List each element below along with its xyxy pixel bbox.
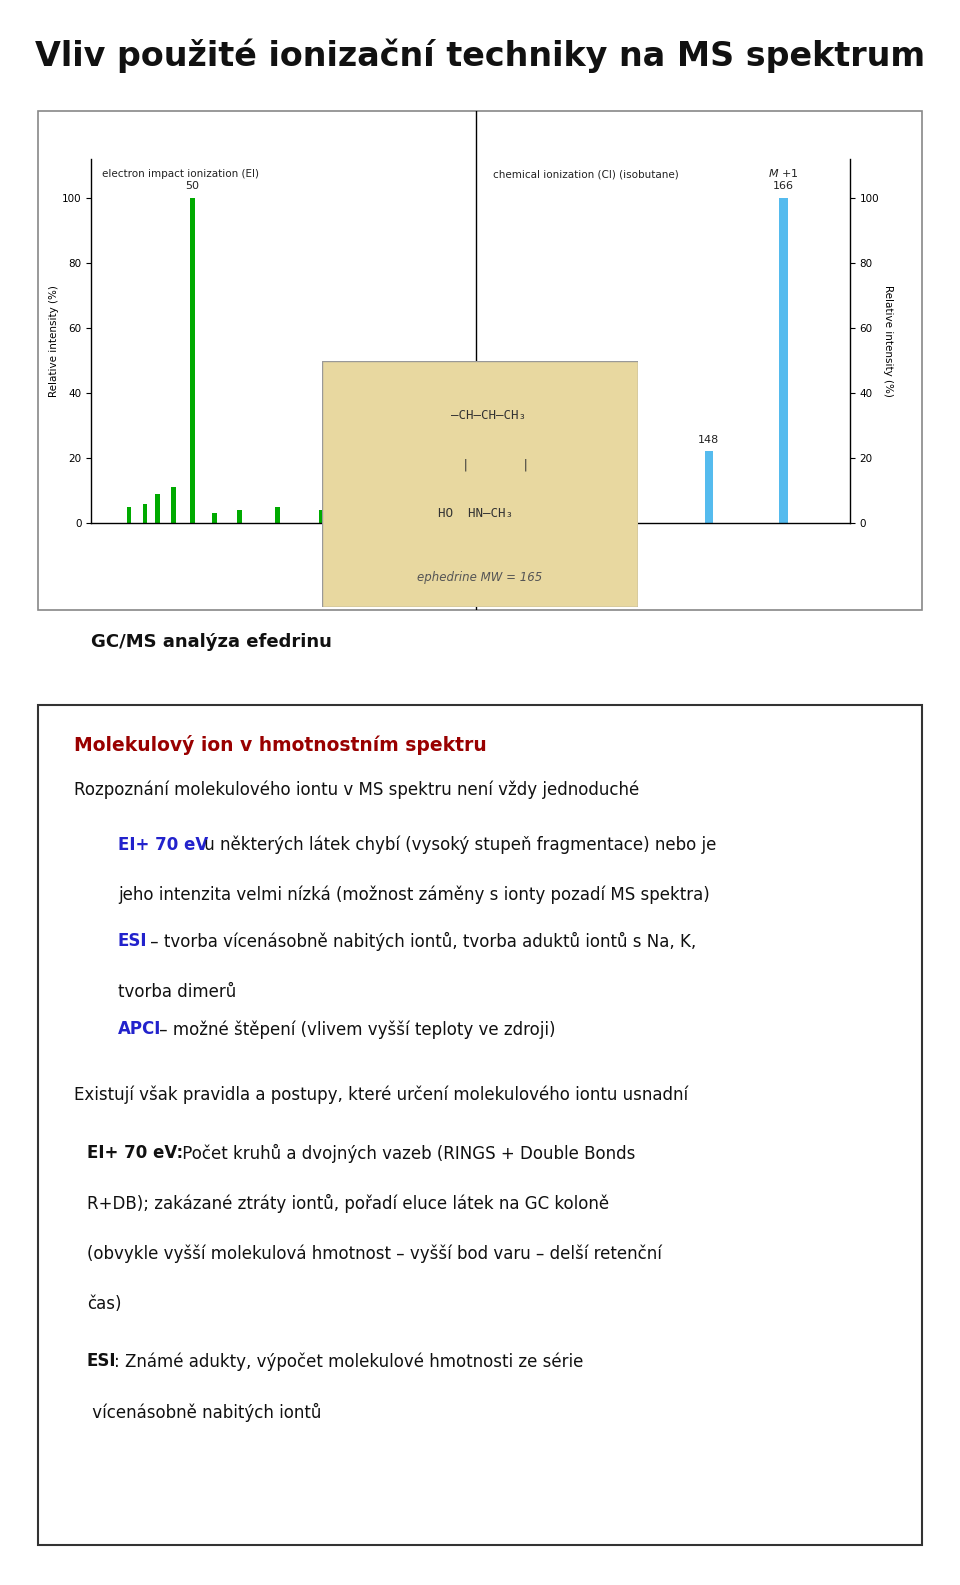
Bar: [320, 510, 324, 523]
Bar: [127, 507, 132, 523]
Text: 106: 106: [359, 480, 379, 490]
Bar: [212, 514, 217, 523]
Text: vícenásobně nabitých iontů: vícenásobně nabitých iontů: [87, 1403, 322, 1422]
Bar: [190, 198, 195, 523]
Bar: [705, 452, 713, 523]
Text: $M$ +1
166: $M$ +1 166: [768, 168, 799, 192]
Bar: [276, 507, 280, 523]
Text: R+DB); zakázané ztráty iontů, pořadí eluce látek na GC koloně: R+DB); zakázané ztráty iontů, pořadí elu…: [87, 1194, 609, 1213]
Text: 148: 148: [698, 434, 720, 445]
Text: |       |: | |: [418, 458, 530, 471]
Bar: [396, 514, 400, 523]
Bar: [535, 507, 543, 523]
Text: GC/MS analýza efedrinu: GC/MS analýza efedrinu: [91, 632, 332, 651]
Text: EI+ 70 eV:: EI+ 70 eV:: [87, 1144, 183, 1162]
Text: čas): čas): [87, 1295, 122, 1312]
Text: electron impact ionization (EI): electron impact ionization (EI): [102, 170, 259, 179]
Text: (obvykle vyšší molekulová hmotnost – vyšší bod varu – delší retenční: (obvykle vyšší molekulová hmotnost – vyš…: [87, 1244, 661, 1263]
Bar: [411, 517, 416, 523]
Text: –CH–CH–CH₃: –CH–CH–CH₃: [421, 409, 526, 422]
Bar: [367, 498, 372, 523]
FancyBboxPatch shape: [38, 705, 922, 1545]
Bar: [171, 487, 176, 523]
Y-axis label: Relative intensity (%): Relative intensity (%): [49, 285, 60, 396]
Text: Počet kruhů a dvojných vazeb (RINGS + Double Bonds: Počet kruhů a dvojných vazeb (RINGS + Do…: [177, 1144, 636, 1163]
Text: ephedrine MW = 165: ephedrine MW = 165: [418, 571, 542, 585]
Text: 107: 107: [529, 490, 550, 501]
Bar: [237, 510, 242, 523]
Text: jeho intenzita velmi nízká (možnost záměny s ionty pozadí MS spektra): jeho intenzita velmi nízká (možnost zámě…: [118, 886, 709, 905]
Y-axis label: Relative intensity (%): Relative intensity (%): [883, 285, 893, 396]
FancyBboxPatch shape: [38, 111, 922, 610]
Text: Molekulový ion v hmotnostním spektru: Molekulový ion v hmotnostním spektru: [74, 735, 487, 754]
Text: EI+ 70 eV: EI+ 70 eV: [118, 835, 208, 854]
FancyBboxPatch shape: [322, 361, 638, 607]
Text: HO  HN–CH₃: HO HN–CH₃: [409, 507, 514, 520]
Text: 50: 50: [185, 181, 200, 192]
Text: u některých látek chybí (vysoký stupeň fragmentace) nebo je: u některých látek chybí (vysoký stupeň f…: [199, 835, 716, 854]
Bar: [780, 198, 787, 523]
Bar: [142, 504, 147, 523]
Text: APCI: APCI: [118, 1021, 161, 1038]
Bar: [156, 495, 160, 523]
Text: chemical ionization (CI) (isobutane): chemical ionization (CI) (isobutane): [493, 170, 679, 179]
Text: ESI: ESI: [87, 1352, 116, 1369]
Text: ESI: ESI: [118, 932, 148, 949]
Text: tvorba dimerů: tvorba dimerů: [118, 983, 236, 1000]
Text: – tvorba vícenásobně nabitých iontů, tvorba aduktů iontů s Na, K,: – tvorba vícenásobně nabitých iontů, tvo…: [145, 932, 696, 951]
Text: : Známé adukty, výpočet molekulové hmotnosti ze série: : Známé adukty, výpočet molekulové hmotn…: [114, 1352, 584, 1371]
Text: Existují však pravidla a postupy, které určení molekulového iontu usnadní: Existují však pravidla a postupy, které …: [74, 1086, 688, 1103]
Text: Rozpoznání molekulového iontu v MS spektru není vždy jednoduché: Rozpoznání molekulového iontu v MS spekt…: [74, 781, 639, 799]
Text: Vliv použité ionizační techniky na MS spektrum: Vliv použité ionizační techniky na MS sp…: [35, 38, 925, 73]
Text: – možné štěpení (vlivem vyšší teploty ve zdroji): – možné štěpení (vlivem vyšší teploty ve…: [154, 1021, 556, 1038]
